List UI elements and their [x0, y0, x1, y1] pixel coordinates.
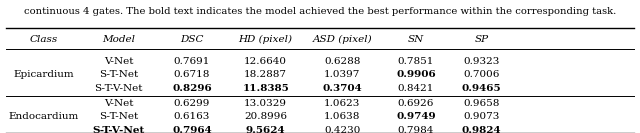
Text: SN: SN: [408, 35, 424, 44]
Text: S-T-Net: S-T-Net: [99, 70, 138, 79]
Text: V-Net: V-Net: [104, 57, 133, 66]
Text: HD (pixel): HD (pixel): [239, 35, 292, 44]
Text: 9.5624: 9.5624: [246, 126, 285, 133]
Text: 0.6926: 0.6926: [398, 99, 434, 108]
Text: S-T-V-Net: S-T-V-Net: [94, 84, 143, 93]
Text: Model: Model: [102, 35, 135, 44]
Text: 1.0623: 1.0623: [324, 99, 360, 108]
Text: 1.0638: 1.0638: [324, 112, 360, 121]
Text: Class: Class: [29, 35, 58, 44]
Text: 0.9073: 0.9073: [463, 112, 499, 121]
Text: ASD (pixel): ASD (pixel): [312, 35, 372, 44]
Text: 0.7691: 0.7691: [174, 57, 210, 66]
Text: 0.9749: 0.9749: [396, 112, 436, 121]
Text: 0.8296: 0.8296: [172, 84, 212, 93]
Text: 11.8385: 11.8385: [242, 84, 289, 93]
Text: 0.7006: 0.7006: [463, 70, 499, 79]
Text: 13.0329: 13.0329: [244, 99, 287, 108]
Text: 0.9658: 0.9658: [463, 99, 499, 108]
Text: 0.6163: 0.6163: [174, 112, 210, 121]
Text: 0.8421: 0.8421: [398, 84, 434, 93]
Text: continuous 4 gates. The bold text indicates the model achieved the best performa: continuous 4 gates. The bold text indica…: [24, 7, 616, 16]
Text: Endocardium: Endocardium: [8, 112, 79, 121]
Text: 0.7851: 0.7851: [398, 57, 434, 66]
Text: S-T-V-Net: S-T-V-Net: [92, 126, 145, 133]
Text: 0.9906: 0.9906: [396, 70, 436, 79]
Text: 1.0397: 1.0397: [324, 70, 360, 79]
Text: 18.2887: 18.2887: [244, 70, 287, 79]
Text: DSC: DSC: [180, 35, 204, 44]
Text: 20.8996: 20.8996: [244, 112, 287, 121]
Text: 0.6288: 0.6288: [324, 57, 360, 66]
Text: V-Net: V-Net: [104, 99, 133, 108]
Text: 0.7964: 0.7964: [172, 126, 212, 133]
Text: SP: SP: [474, 35, 488, 44]
Text: S-T-Net: S-T-Net: [99, 112, 138, 121]
Text: 0.9465: 0.9465: [461, 84, 501, 93]
Text: Epicardium: Epicardium: [13, 70, 74, 79]
Text: 0.6718: 0.6718: [174, 70, 210, 79]
Text: 0.7984: 0.7984: [398, 126, 434, 133]
Text: 0.9824: 0.9824: [461, 126, 501, 133]
Text: 0.6299: 0.6299: [174, 99, 210, 108]
Text: 0.3704: 0.3704: [323, 84, 362, 93]
Text: 0.9323: 0.9323: [463, 57, 499, 66]
Text: 12.6640: 12.6640: [244, 57, 287, 66]
Text: 0.4230: 0.4230: [324, 126, 360, 133]
